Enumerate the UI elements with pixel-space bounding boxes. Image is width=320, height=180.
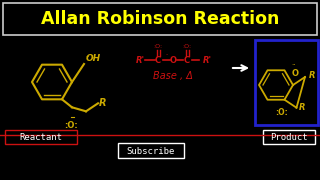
Text: :O:: :O: — [182, 44, 192, 48]
Text: Subscribe: Subscribe — [127, 147, 175, 156]
Text: :O:: :O: — [64, 121, 78, 130]
Text: ··: ·· — [85, 54, 90, 60]
Text: Reactant: Reactant — [20, 132, 62, 141]
Text: R': R' — [136, 55, 145, 64]
Text: :O:: :O: — [153, 44, 163, 48]
Text: C: C — [184, 55, 190, 64]
Text: ··: ·· — [292, 62, 296, 68]
Text: R: R — [309, 71, 316, 80]
Text: R: R — [99, 98, 107, 108]
Bar — [5, 130, 77, 144]
Text: O: O — [170, 55, 177, 64]
Text: C: C — [155, 55, 161, 64]
Text: R': R' — [203, 55, 212, 64]
Text: :O:: :O: — [275, 107, 287, 116]
Bar — [118, 143, 184, 158]
Text: O: O — [292, 69, 299, 78]
Text: Allan Robinson Reaction: Allan Robinson Reaction — [41, 10, 279, 28]
Text: R: R — [299, 103, 305, 112]
Text: Product: Product — [270, 132, 308, 141]
Text: OH: OH — [86, 54, 101, 63]
Bar — [263, 130, 315, 144]
Text: Base , Δ: Base , Δ — [153, 71, 192, 81]
Bar — [255, 40, 318, 125]
Bar — [3, 3, 317, 35]
Text: ··: ·· — [165, 52, 169, 57]
